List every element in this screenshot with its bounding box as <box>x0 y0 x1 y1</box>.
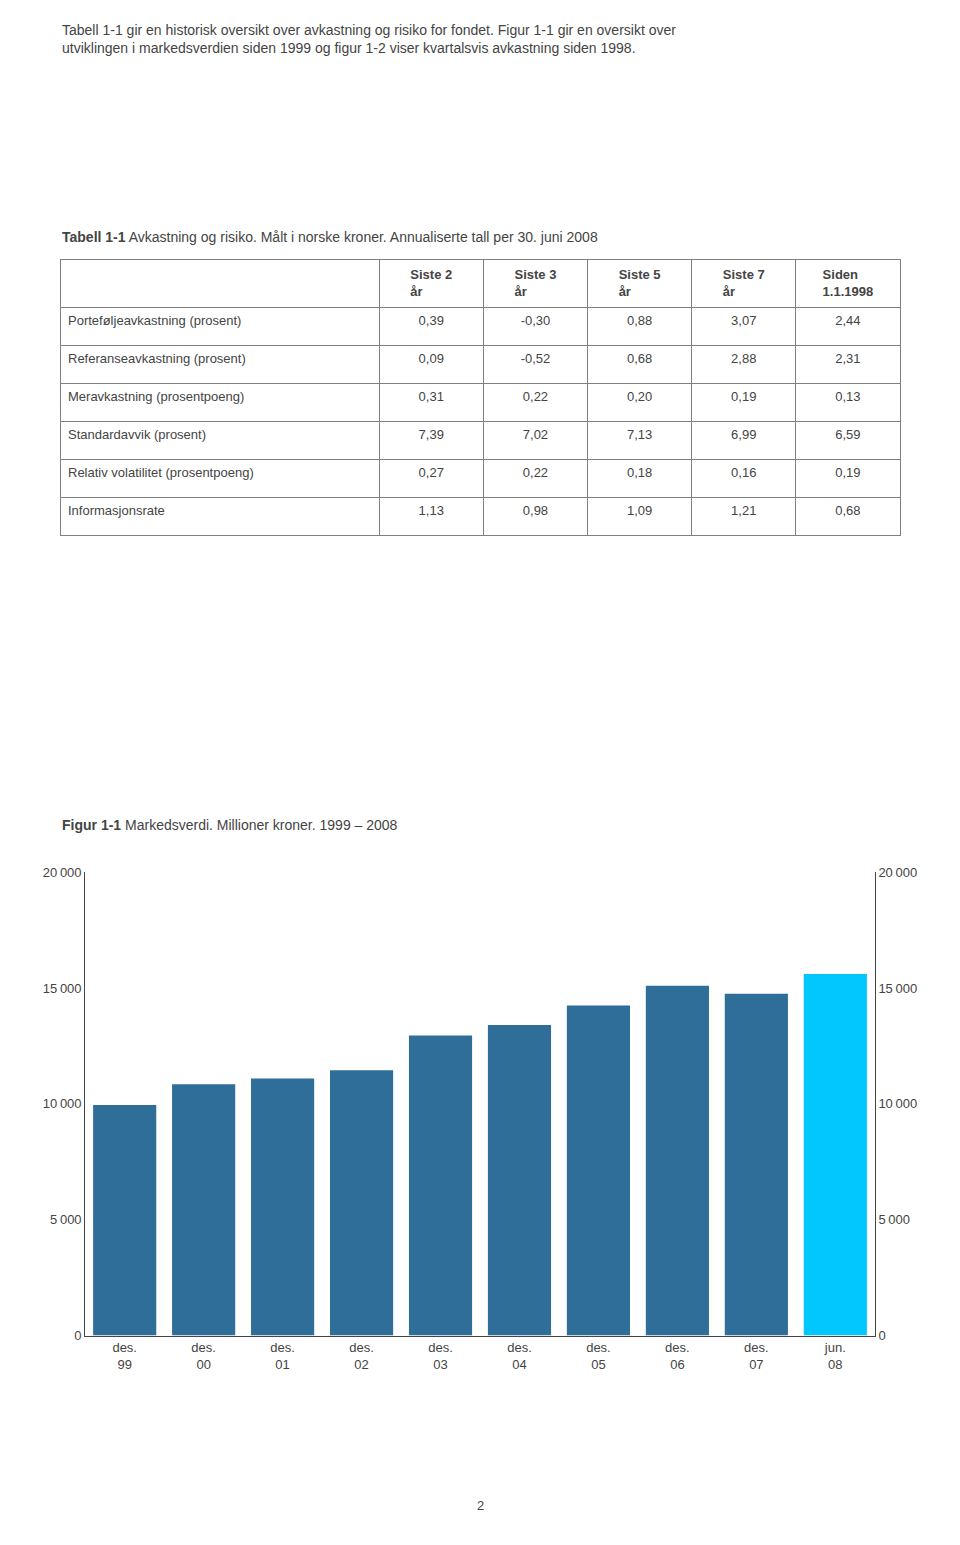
svg-text:des.02: des.02 <box>349 1340 374 1372</box>
svg-text:7,39: 7,39 <box>419 427 444 442</box>
svg-text:0,27: 0,27 <box>419 465 444 480</box>
svg-text:jun.08: jun.08 <box>824 1340 846 1372</box>
svg-text:Siste 5år: Siste 5år <box>619 267 661 299</box>
svg-text:3,07: 3,07 <box>731 313 756 328</box>
svg-text:15 000: 15 000 <box>43 981 82 996</box>
svg-text:des.99: des.99 <box>112 1340 137 1372</box>
svg-text:10 000: 10 000 <box>878 1096 917 1111</box>
svg-text:Informasjonsrate: Informasjonsrate <box>68 503 165 518</box>
svg-text:-0,52: -0,52 <box>521 351 551 366</box>
svg-text:0,19: 0,19 <box>731 389 756 404</box>
svg-text:des.06: des.06 <box>665 1340 690 1372</box>
svg-text:5 000: 5 000 <box>50 1212 82 1227</box>
svg-text:des.04: des.04 <box>507 1340 532 1372</box>
svg-text:Standardavvik (prosent): Standardavvik (prosent) <box>68 427 206 442</box>
svg-text:Siden1.1.1998: Siden1.1.1998 <box>823 267 874 299</box>
svg-text:des.01: des.01 <box>270 1340 295 1372</box>
svg-text:1,21: 1,21 <box>731 503 756 518</box>
svg-text:0,68: 0,68 <box>835 503 860 518</box>
svg-text:Siste 7år: Siste 7år <box>723 267 765 299</box>
svg-text:2,31: 2,31 <box>835 351 860 366</box>
svg-text:7,02: 7,02 <box>523 427 548 442</box>
svg-text:des.00: des.00 <box>191 1340 216 1372</box>
svg-text:Meravkastning (prosentpoeng): Meravkastning (prosentpoeng) <box>68 389 244 404</box>
svg-text:0,22: 0,22 <box>523 465 548 480</box>
svg-text:0,68: 0,68 <box>627 351 652 366</box>
svg-text:Porteføljeavkastning (prosent): Porteføljeavkastning (prosent) <box>68 313 241 328</box>
svg-text:Referanseavkastning (prosent): Referanseavkastning (prosent) <box>68 351 246 366</box>
svg-text:Tabell 1-1 Avkastning og risik: Tabell 1-1 Avkastning og risiko. Målt i … <box>62 229 598 245</box>
svg-text:1,13: 1,13 <box>419 503 444 518</box>
svg-text:0,19: 0,19 <box>835 465 860 480</box>
svg-text:1,09: 1,09 <box>627 503 652 518</box>
svg-text:5 000: 5 000 <box>878 1212 910 1227</box>
svg-text:0,39: 0,39 <box>419 313 444 328</box>
svg-text:0,22: 0,22 <box>523 389 548 404</box>
svg-text:0,16: 0,16 <box>731 465 756 480</box>
svg-text:7,13: 7,13 <box>627 427 652 442</box>
svg-text:10 000: 10 000 <box>43 1096 82 1111</box>
svg-text:0,13: 0,13 <box>835 389 860 404</box>
svg-text:0,09: 0,09 <box>419 351 444 366</box>
svg-text:20 000: 20 000 <box>878 865 917 880</box>
svg-text:2,44: 2,44 <box>835 313 860 328</box>
svg-text:des.07: des.07 <box>744 1340 769 1372</box>
svg-text:6,99: 6,99 <box>731 427 756 442</box>
svg-text:0,18: 0,18 <box>627 465 652 480</box>
svg-text:Figur 1-1 Markedsverdi. Millio: Figur 1-1 Markedsverdi. Millioner kroner… <box>62 817 398 833</box>
svg-text:0,88: 0,88 <box>627 313 652 328</box>
svg-text:0,20: 0,20 <box>627 389 652 404</box>
svg-text:-0,30: -0,30 <box>521 313 551 328</box>
svg-text:20 000: 20 000 <box>43 865 82 880</box>
svg-text:des.03: des.03 <box>428 1340 453 1372</box>
svg-text:Siste 3år: Siste 3år <box>514 267 556 299</box>
svg-text:0,98: 0,98 <box>523 503 548 518</box>
svg-text:Relativ volatilitet (prosentpo: Relativ volatilitet (prosentpoeng) <box>68 465 254 480</box>
svg-text:Tabell 1-1 gir en historisk ov: Tabell 1-1 gir en historisk oversikt ove… <box>62 22 676 56</box>
svg-text:2,88: 2,88 <box>731 351 756 366</box>
svg-text:6,59: 6,59 <box>835 427 860 442</box>
svg-text:Siste 2år: Siste 2år <box>410 267 452 299</box>
svg-text:2: 2 <box>477 1498 484 1513</box>
svg-text:0: 0 <box>74 1328 81 1343</box>
svg-text:0: 0 <box>878 1328 885 1343</box>
svg-text:des.05: des.05 <box>586 1340 611 1372</box>
svg-text:15 000: 15 000 <box>878 981 917 996</box>
svg-text:0,31: 0,31 <box>419 389 444 404</box>
